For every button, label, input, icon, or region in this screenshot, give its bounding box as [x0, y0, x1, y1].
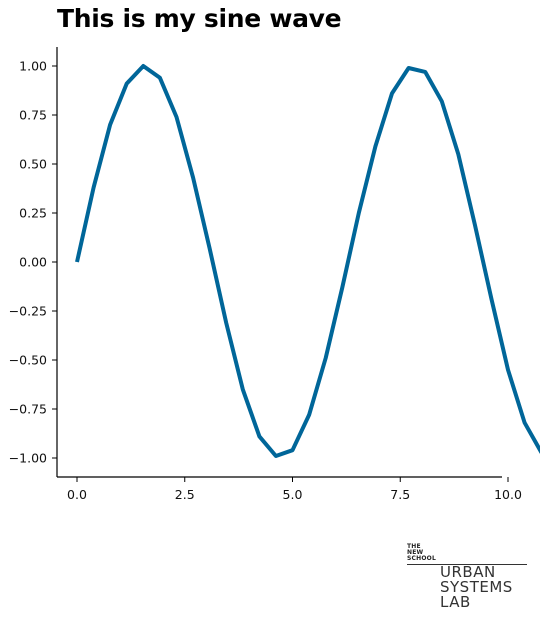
logo-line-urban: URBAN — [440, 563, 496, 581]
series — [75, 64, 540, 458]
y-tick-label: 0.75 — [19, 108, 47, 123]
y-tick-label: −0.75 — [9, 402, 47, 417]
chart-title: This is my sine wave — [57, 4, 342, 33]
y-tick-label: 0.25 — [19, 206, 47, 221]
y-tick-label: 0.50 — [19, 157, 47, 172]
x-tick-label: 5.0 — [283, 487, 303, 502]
y-tick-label: −1.00 — [9, 451, 47, 466]
y-tick-label: −0.25 — [9, 304, 47, 319]
sine-wave-chart: 0.02.55.07.510.012.515.017.51.000.750.50… — [9, 47, 540, 503]
x-tick-label: 10.0 — [494, 487, 522, 502]
y-tick-label: −0.50 — [9, 353, 47, 368]
urban-systems-lab-logo: THE NEW SCHOOL URBAN SYSTEMS LAB — [407, 544, 531, 610]
logo-divider — [407, 564, 527, 565]
x-tick-label: 7.5 — [390, 487, 410, 502]
x-tick-label: 0.0 — [67, 487, 87, 502]
sine-series-line — [75, 64, 540, 458]
logo-line-systems: SYSTEMS — [440, 578, 513, 596]
logo-line-lab: LAB — [440, 593, 471, 611]
y-tick-label: 1.00 — [19, 59, 47, 74]
logo-line-the: THE — [407, 543, 421, 550]
ticks: 0.02.55.07.510.012.515.017.51.000.750.50… — [9, 59, 522, 503]
logo-line-school: SCHOOL — [407, 555, 436, 562]
y-tick-label: 0.00 — [19, 255, 47, 270]
logo-line-new: NEW — [407, 549, 424, 556]
x-tick-label: 2.5 — [175, 487, 195, 502]
axes — [56, 47, 502, 478]
